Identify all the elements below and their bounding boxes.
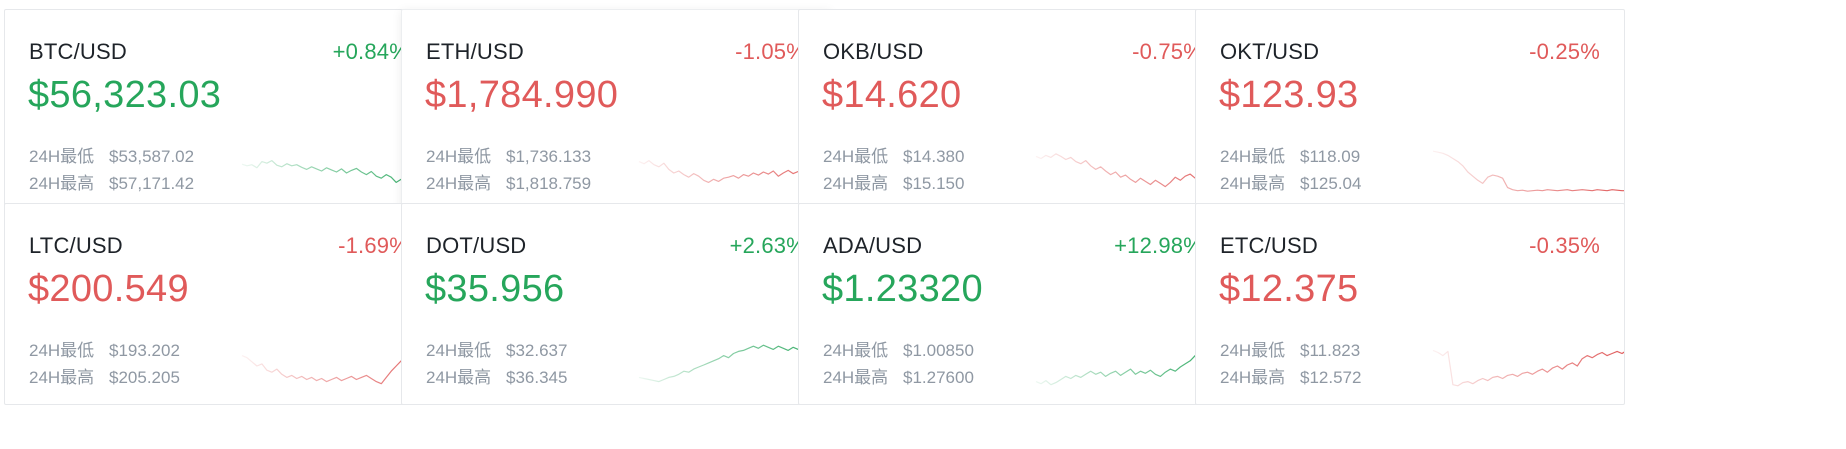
range-stats: 24H最低 $193.202 24H最高 $205.205	[29, 337, 180, 391]
ticker-card-okt[interactable]: OKT/USD -0.25% $123.93 24H最低 $118.09 24H最…	[1195, 9, 1625, 211]
change-percent: -0.25%	[1529, 39, 1600, 64]
pair-name: LTC/USD	[29, 233, 123, 258]
pair-name: OKB/USD	[823, 39, 924, 64]
high-value: $1,818.759	[506, 174, 592, 193]
pair-name: ETH/USD	[426, 39, 524, 64]
high-value: $205.205	[109, 368, 180, 387]
low-label: 24H最低	[29, 147, 95, 166]
low-label: 24H最低	[426, 341, 492, 360]
change-percent: -0.35%	[1529, 233, 1600, 258]
high-row: 24H最高 $57,171.42	[29, 170, 194, 197]
high-row: 24H最高 $15.150	[823, 170, 964, 197]
last-price: $200.549	[28, 268, 189, 310]
high-row: 24H最高 $1.27600	[823, 364, 974, 391]
low-row: 24H最低 $193.202	[29, 337, 180, 364]
last-price: $123.93	[1219, 74, 1359, 116]
high-label: 24H最高	[426, 368, 492, 387]
high-value: $36.345	[506, 368, 568, 387]
sparkline-chart	[1432, 349, 1624, 387]
high-value: $57,171.42	[109, 174, 195, 193]
high-row: 24H最高 $125.04	[1220, 170, 1361, 197]
low-label: 24H最低	[1220, 341, 1286, 360]
high-row: 24H最高 $12.572	[1220, 364, 1361, 391]
low-value: $14.380	[903, 147, 965, 166]
high-value: $12.572	[1300, 368, 1362, 387]
low-row: 24H最低 $1,736.133	[426, 143, 591, 170]
high-value: $1.27600	[903, 368, 974, 387]
range-stats: 24H最低 $14.380 24H最高 $15.150	[823, 143, 964, 197]
change-percent: -1.69%	[338, 233, 409, 258]
ticker-card-etc[interactable]: ETC/USD -0.35% $12.375 24H最低 $11.823 24H最…	[1195, 203, 1625, 405]
ticker-card-eth[interactable]: ETH/USD -1.05% $1,784.990 24H最低 $1,736.13…	[401, 9, 831, 211]
last-price: $12.375	[1219, 268, 1359, 310]
last-price: $1.23320	[822, 268, 983, 310]
range-stats: 24H最低 $1,736.133 24H最高 $1,818.759	[426, 143, 591, 197]
last-price: $14.620	[822, 74, 962, 116]
low-row: 24H最低 $1.00850	[823, 337, 974, 364]
low-value: $32.637	[506, 341, 568, 360]
low-row: 24H最低 $14.380	[823, 143, 964, 170]
pair-name: DOT/USD	[426, 233, 527, 258]
change-percent: +2.63%	[729, 233, 806, 258]
pair-name: ETC/USD	[1220, 233, 1318, 258]
sparkline-path	[1432, 150, 1624, 192]
range-stats: 24H最低 $1.00850 24H最高 $1.27600	[823, 337, 974, 391]
low-label: 24H最低	[426, 147, 492, 166]
high-value: $125.04	[1300, 174, 1362, 193]
ticker-card-okb[interactable]: OKB/USD -0.75% $14.620 24H最低 $14.380 24H最…	[798, 9, 1228, 211]
low-row: 24H最低 $118.09	[1220, 143, 1361, 170]
low-value: $193.202	[109, 341, 180, 360]
low-label: 24H最低	[823, 147, 889, 166]
last-price: $1,784.990	[425, 74, 619, 116]
pair-name: BTC/USD	[29, 39, 127, 64]
low-row: 24H最低 $11.823	[1220, 337, 1361, 364]
change-percent: +12.98%	[1114, 233, 1203, 258]
ticker-card-ltc[interactable]: LTC/USD -1.69% $200.549 24H最低 $193.202 24…	[4, 203, 434, 405]
low-label: 24H最低	[29, 341, 95, 360]
sparkline-path	[1432, 349, 1624, 387]
low-value: $53,587.02	[109, 147, 195, 166]
low-value: $1.00850	[903, 341, 974, 360]
low-label: 24H最低	[823, 341, 889, 360]
high-value: $15.150	[903, 174, 965, 193]
ticker-card-btc[interactable]: BTC/USD +0.84% $56,323.03 24H最低 $53,587.0…	[4, 9, 434, 211]
high-label: 24H最高	[426, 174, 492, 193]
last-price: $35.956	[425, 268, 565, 310]
high-label: 24H最高	[1220, 174, 1286, 193]
change-percent: +0.84%	[332, 39, 409, 64]
ticker-card-ada[interactable]: ADA/USD +12.98% $1.23320 24H最低 $1.00850 2…	[798, 203, 1228, 405]
ticker-card-dot[interactable]: DOT/USD +2.63% $35.956 24H最低 $32.637 24H最…	[401, 203, 831, 405]
high-label: 24H最高	[823, 368, 889, 387]
low-value: $118.09	[1300, 147, 1361, 166]
pair-name: ADA/USD	[823, 233, 923, 258]
low-value: $11.823	[1300, 341, 1361, 360]
high-label: 24H最高	[29, 368, 95, 387]
range-stats: 24H最低 $11.823 24H最高 $12.572	[1220, 337, 1361, 391]
low-value: $1,736.133	[506, 147, 592, 166]
low-row: 24H最低 $53,587.02	[29, 143, 194, 170]
range-stats: 24H最低 $53,587.02 24H最高 $57,171.42	[29, 143, 194, 197]
change-percent: -0.75%	[1132, 39, 1203, 64]
high-row: 24H最高 $36.345	[426, 364, 567, 391]
high-row: 24H最高 $1,818.759	[426, 170, 591, 197]
high-label: 24H最高	[29, 174, 95, 193]
range-stats: 24H最低 $118.09 24H最高 $125.04	[1220, 143, 1361, 197]
low-label: 24H最低	[1220, 147, 1286, 166]
sparkline-chart	[1432, 150, 1624, 192]
change-percent: -1.05%	[735, 39, 806, 64]
high-label: 24H最高	[1220, 368, 1286, 387]
low-row: 24H最低 $32.637	[426, 337, 567, 364]
high-row: 24H最高 $205.205	[29, 364, 180, 391]
last-price: $56,323.03	[28, 74, 222, 116]
high-label: 24H最高	[823, 174, 889, 193]
range-stats: 24H最低 $32.637 24H最高 $36.345	[426, 337, 567, 391]
pair-name: OKT/USD	[1220, 39, 1320, 64]
